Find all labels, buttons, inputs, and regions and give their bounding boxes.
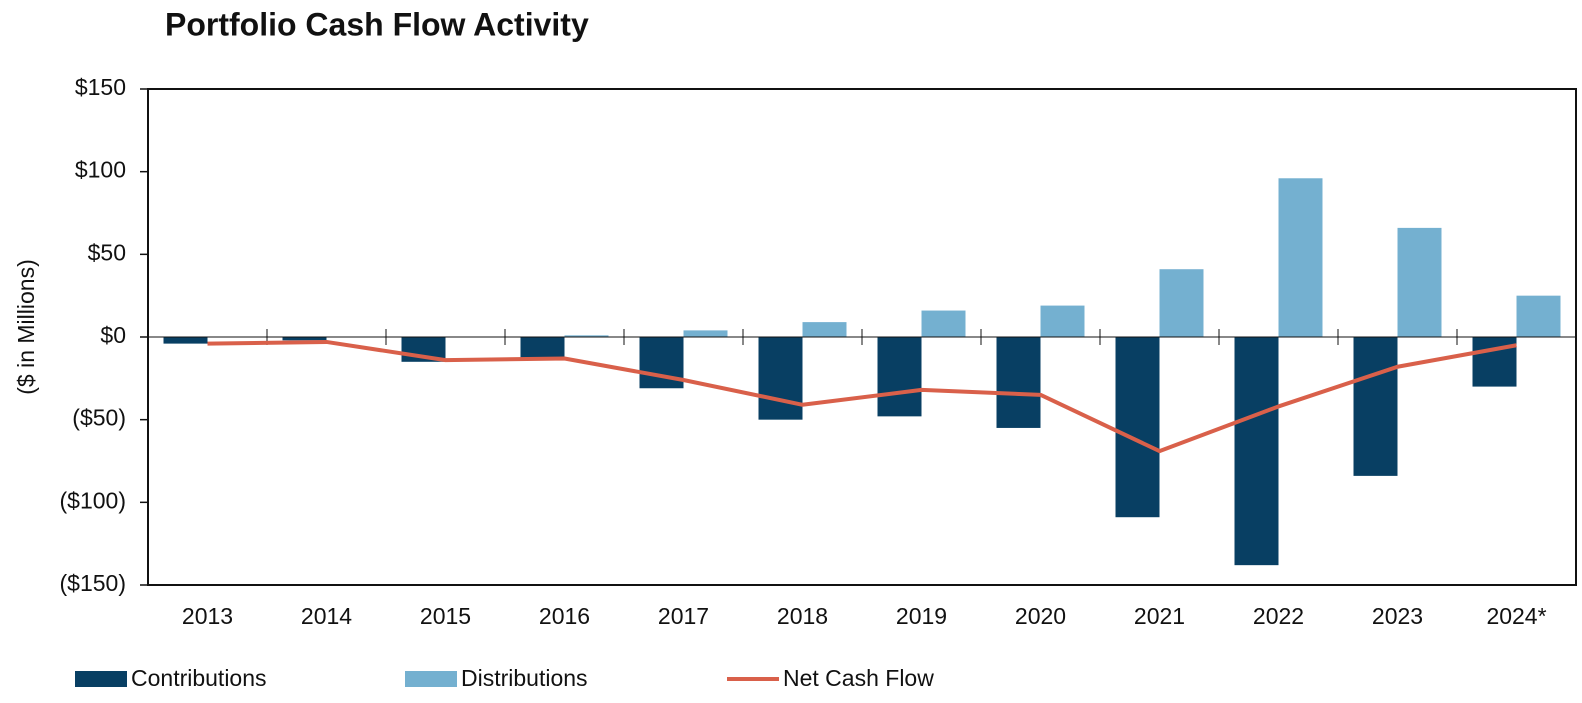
x-tick-label: 2018 (777, 603, 828, 629)
x-tick-label: 2019 (896, 603, 947, 629)
x-tick-label: 2023 (1372, 603, 1423, 629)
legend-swatch (75, 671, 127, 687)
bar (520, 337, 565, 359)
bar (1159, 269, 1204, 337)
y-tick-label: $0 (100, 322, 126, 348)
y-tick-label: ($150) (60, 570, 126, 596)
bar (282, 337, 327, 341)
y-tick-label: $50 (88, 239, 126, 265)
x-tick-label: 2016 (539, 603, 590, 629)
bar (1234, 337, 1279, 566)
x-tick-label: 2014 (301, 603, 352, 629)
legend-label: Distributions (461, 665, 588, 691)
plot-frame (147, 88, 1577, 586)
x-tick-label: 2022 (1253, 603, 1304, 629)
bar (1516, 295, 1561, 337)
bar (802, 322, 847, 337)
x-tick-label: 2021 (1134, 603, 1185, 629)
x-tick-label: 2013 (182, 603, 233, 629)
legend-label: Contributions (131, 665, 267, 691)
chart-title: Portfolio Cash Flow Activity (165, 6, 589, 42)
x-tick-label: 2015 (420, 603, 471, 629)
x-tick-label: 2017 (658, 603, 709, 629)
bar (996, 337, 1041, 428)
bar (683, 330, 728, 337)
bar (1278, 178, 1323, 337)
bar (1115, 337, 1160, 518)
bar (877, 337, 922, 417)
bar (921, 310, 966, 337)
y-tick-label: $150 (75, 74, 126, 100)
bar (1040, 305, 1085, 337)
line (207, 339, 1517, 454)
y-tick-label: ($50) (72, 405, 126, 431)
legend-swatch (405, 671, 457, 687)
x-tick-label: 2024* (1486, 603, 1546, 629)
bar (163, 337, 208, 344)
bar (1397, 227, 1442, 337)
bar (1353, 337, 1398, 476)
x-tick-label: 2020 (1015, 603, 1066, 629)
bar (564, 335, 609, 337)
y-tick-label: ($100) (60, 487, 126, 513)
y-tick-label: $100 (75, 157, 126, 183)
y-axis-label: ($ in Millions) (13, 259, 39, 394)
bar (758, 337, 803, 420)
legend-label: Net Cash Flow (783, 665, 934, 691)
